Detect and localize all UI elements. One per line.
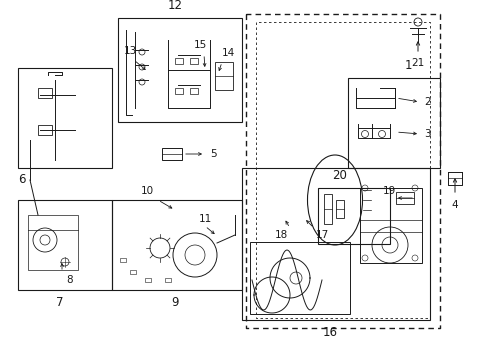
Bar (215, 62, 232, 90)
Text: 5: 5 (209, 149, 216, 159)
Text: 4: 4 (451, 200, 457, 210)
Bar (317, 188, 389, 244)
Bar (38, 88, 52, 98)
Text: 13: 13 (123, 46, 136, 56)
Text: 10: 10 (141, 186, 154, 196)
Bar (190, 58, 198, 64)
Bar (28, 215, 78, 270)
Text: 6: 6 (18, 173, 25, 186)
Text: 1: 1 (404, 59, 411, 72)
Bar (242, 168, 429, 320)
Text: 21: 21 (410, 58, 424, 68)
Bar (395, 192, 413, 204)
Bar (118, 18, 242, 122)
Text: 17: 17 (315, 230, 328, 240)
Bar (145, 278, 151, 282)
Bar (130, 270, 136, 274)
Bar (38, 125, 52, 135)
Bar (347, 78, 439, 168)
Bar (175, 88, 183, 94)
Text: 15: 15 (193, 40, 206, 50)
Bar (175, 58, 183, 64)
Bar (18, 200, 112, 290)
Bar (335, 200, 343, 218)
Text: 2: 2 (423, 97, 430, 107)
Bar (324, 194, 331, 224)
Text: 11: 11 (198, 214, 211, 224)
Bar (164, 278, 171, 282)
Bar (112, 200, 242, 290)
Text: 16: 16 (322, 326, 337, 339)
Text: 14: 14 (222, 48, 235, 58)
Bar (18, 68, 112, 168)
Text: 12: 12 (167, 0, 182, 12)
Text: 8: 8 (66, 275, 73, 285)
Bar (162, 148, 182, 160)
Bar (120, 258, 126, 262)
Text: 3: 3 (423, 129, 430, 139)
Text: 7: 7 (56, 296, 63, 309)
Text: 19: 19 (382, 186, 395, 196)
Bar (190, 88, 198, 94)
Text: 20: 20 (332, 169, 347, 182)
Text: 9: 9 (171, 296, 179, 309)
Text: 18: 18 (274, 230, 287, 240)
Bar (359, 188, 421, 263)
Bar (249, 242, 349, 314)
